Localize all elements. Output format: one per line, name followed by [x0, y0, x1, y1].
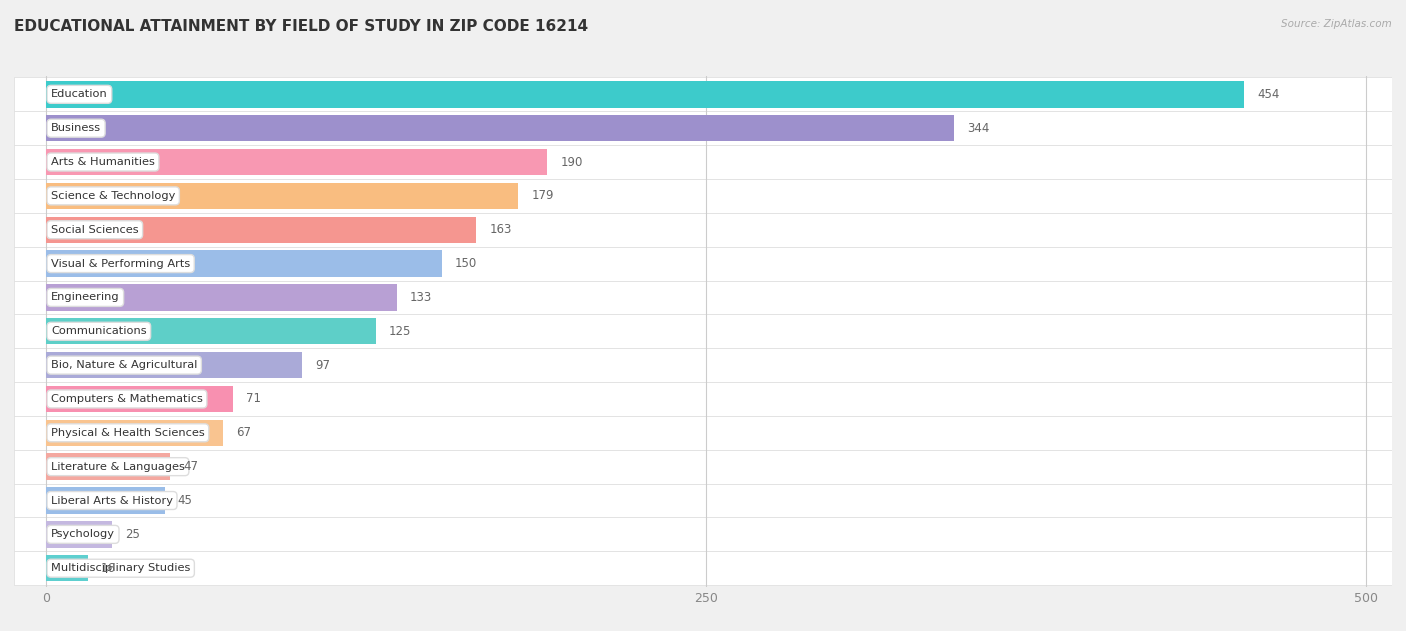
FancyBboxPatch shape — [14, 517, 1392, 551]
Text: Social Sciences: Social Sciences — [51, 225, 139, 235]
Bar — [46, 555, 89, 581]
Bar — [46, 284, 396, 310]
FancyBboxPatch shape — [14, 78, 1392, 111]
FancyBboxPatch shape — [14, 111, 1392, 145]
Text: Communications: Communications — [51, 326, 146, 336]
FancyBboxPatch shape — [14, 348, 1392, 382]
Text: Arts & Humanities: Arts & Humanities — [51, 157, 155, 167]
FancyBboxPatch shape — [14, 382, 1392, 416]
Text: Psychology: Psychology — [51, 529, 115, 540]
Bar — [46, 454, 170, 480]
Text: 45: 45 — [177, 494, 193, 507]
Text: Literature & Languages: Literature & Languages — [51, 462, 186, 471]
FancyBboxPatch shape — [14, 416, 1392, 450]
Text: 16: 16 — [101, 562, 117, 575]
Text: Education: Education — [51, 90, 108, 99]
Text: Liberal Arts & History: Liberal Arts & History — [51, 495, 173, 505]
FancyBboxPatch shape — [14, 551, 1392, 585]
Text: 190: 190 — [561, 155, 583, 168]
Text: 125: 125 — [389, 325, 412, 338]
Text: 47: 47 — [183, 460, 198, 473]
Text: Multidisciplinary Studies: Multidisciplinary Studies — [51, 563, 190, 573]
Bar — [46, 81, 1244, 107]
Bar — [46, 420, 222, 446]
Text: 344: 344 — [967, 122, 990, 134]
Text: Visual & Performing Arts: Visual & Performing Arts — [51, 259, 190, 269]
Text: Business: Business — [51, 123, 101, 133]
Bar — [46, 251, 441, 277]
Text: Computers & Mathematics: Computers & Mathematics — [51, 394, 202, 404]
FancyBboxPatch shape — [14, 483, 1392, 517]
Bar — [46, 352, 302, 379]
Bar — [46, 318, 375, 345]
Bar — [46, 149, 547, 175]
FancyBboxPatch shape — [14, 179, 1392, 213]
Text: Science & Technology: Science & Technology — [51, 191, 176, 201]
Text: Source: ZipAtlas.com: Source: ZipAtlas.com — [1281, 19, 1392, 29]
Bar — [46, 521, 111, 548]
Text: 454: 454 — [1257, 88, 1279, 101]
Bar — [46, 386, 233, 412]
Text: 71: 71 — [246, 392, 262, 406]
Text: 67: 67 — [236, 427, 250, 439]
FancyBboxPatch shape — [14, 450, 1392, 483]
FancyBboxPatch shape — [14, 213, 1392, 247]
Text: 163: 163 — [489, 223, 512, 236]
FancyBboxPatch shape — [14, 247, 1392, 281]
FancyBboxPatch shape — [14, 145, 1392, 179]
Text: Engineering: Engineering — [51, 292, 120, 302]
Text: 97: 97 — [315, 358, 330, 372]
Text: 179: 179 — [531, 189, 554, 203]
Text: Physical & Health Sciences: Physical & Health Sciences — [51, 428, 205, 438]
FancyBboxPatch shape — [14, 314, 1392, 348]
Text: EDUCATIONAL ATTAINMENT BY FIELD OF STUDY IN ZIP CODE 16214: EDUCATIONAL ATTAINMENT BY FIELD OF STUDY… — [14, 19, 588, 34]
Bar — [46, 487, 165, 514]
Bar — [46, 216, 477, 243]
Bar — [46, 183, 519, 209]
Text: Bio, Nature & Agricultural: Bio, Nature & Agricultural — [51, 360, 197, 370]
Text: 25: 25 — [125, 528, 139, 541]
Text: 133: 133 — [411, 291, 432, 304]
Text: 150: 150 — [456, 257, 477, 270]
Bar — [46, 115, 953, 141]
FancyBboxPatch shape — [14, 281, 1392, 314]
